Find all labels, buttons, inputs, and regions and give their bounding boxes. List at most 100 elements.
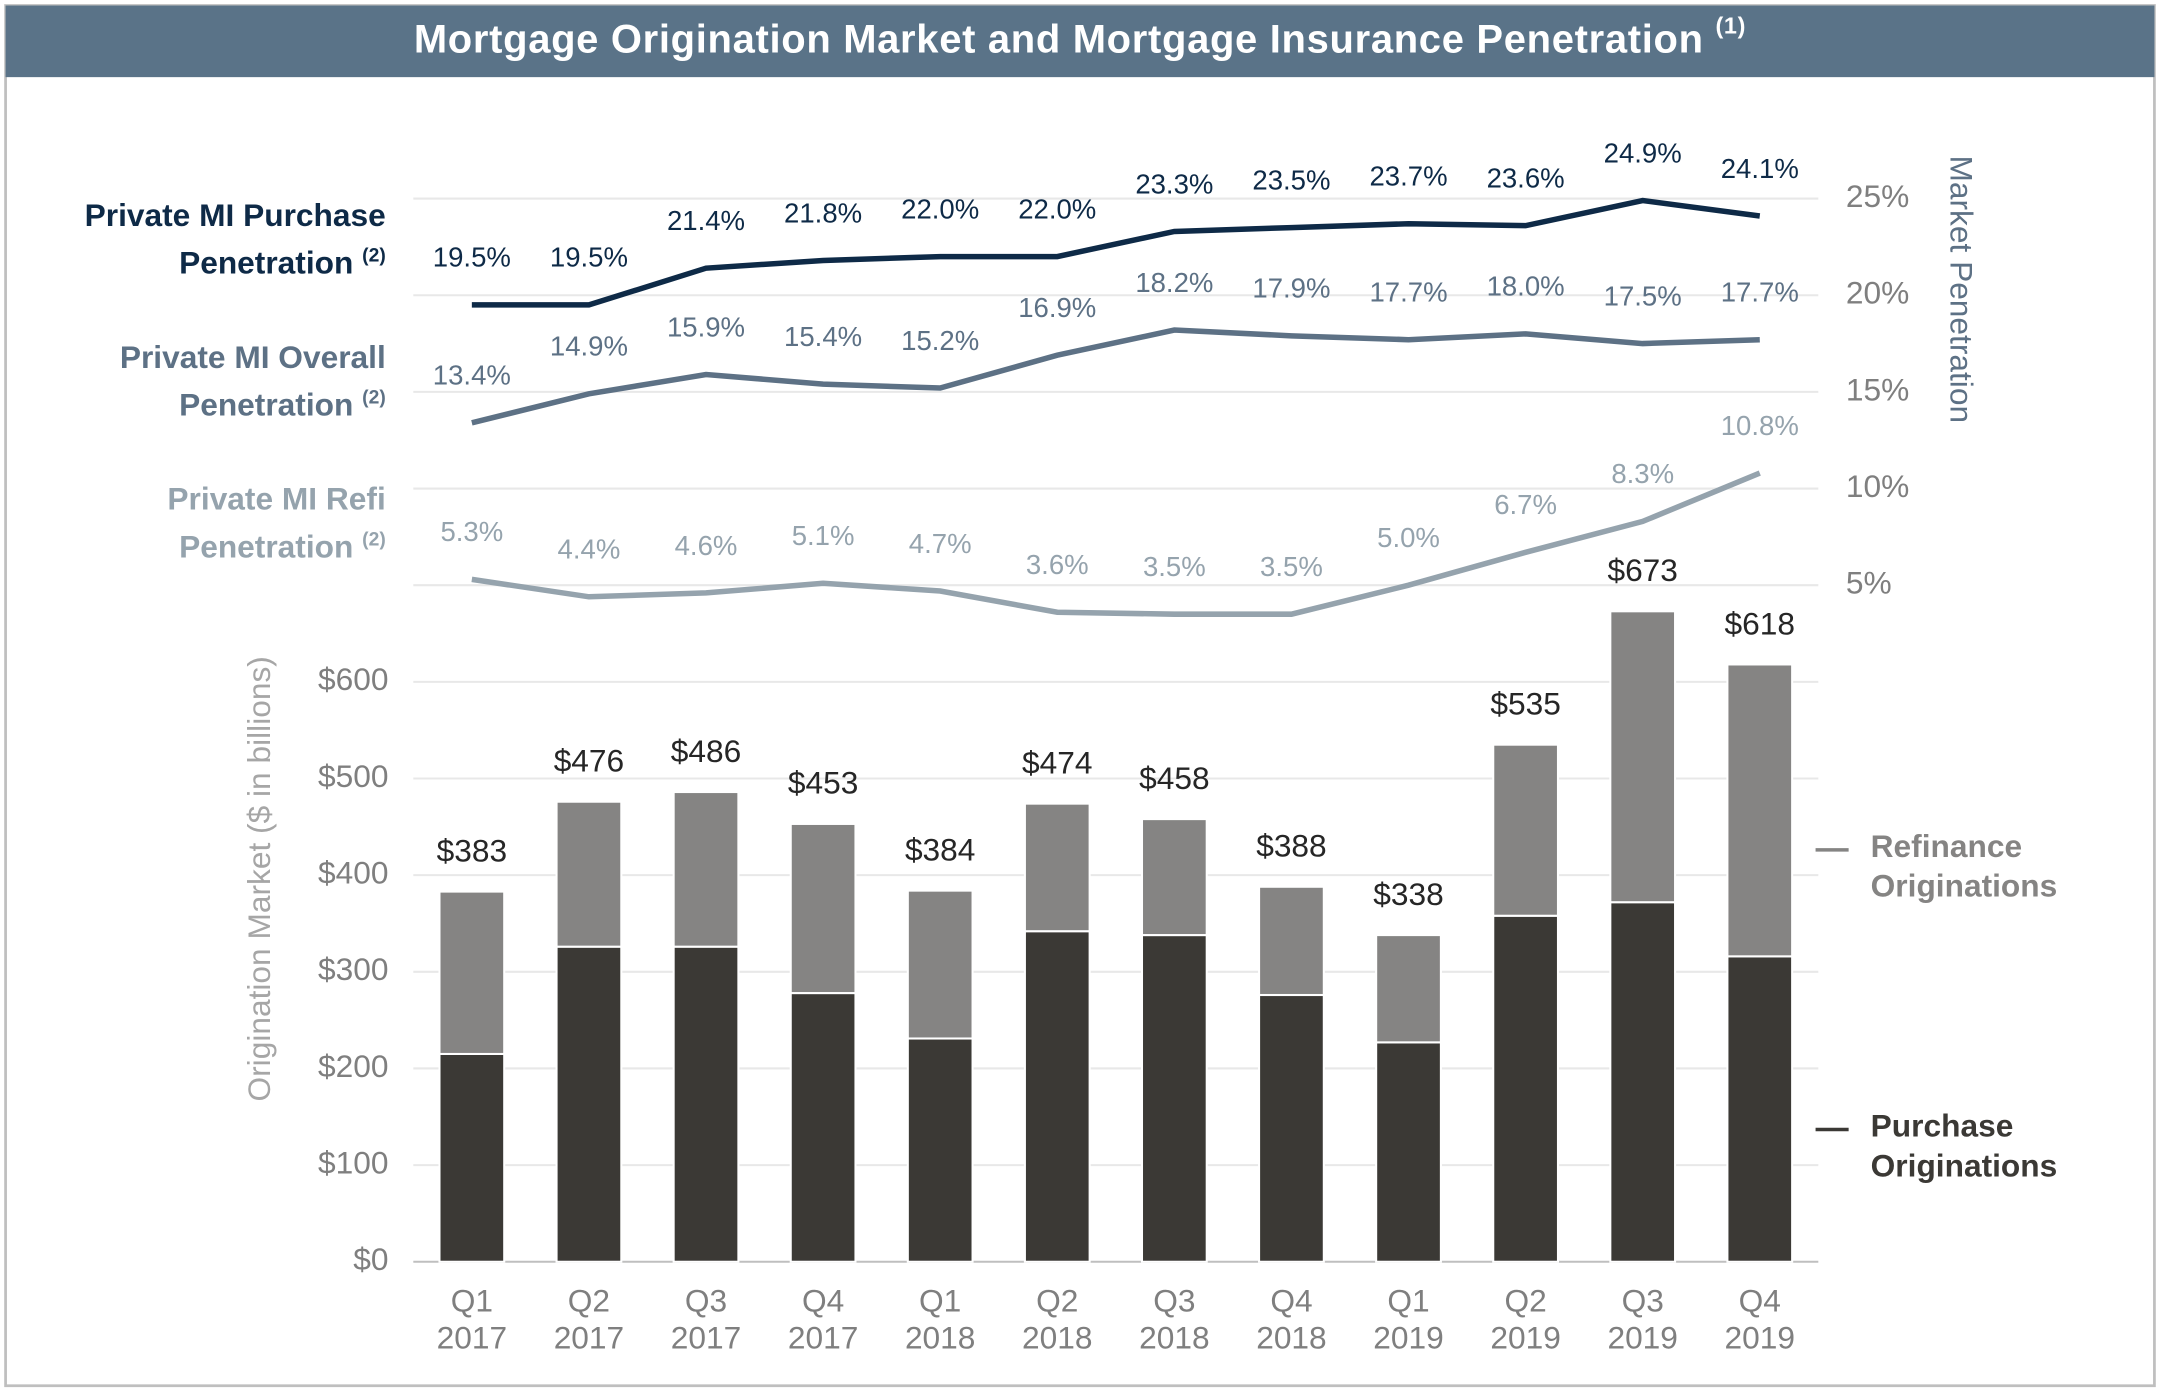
y-tick-label: $600	[318, 661, 388, 697]
x-tick-label: Q3	[1622, 1282, 1664, 1318]
y-tick-label: $200	[318, 1048, 388, 1084]
x-tick-label: 2018	[1139, 1320, 1209, 1356]
data-label: 4.6%	[675, 530, 738, 561]
bar-segment	[789, 822, 857, 995]
legend-label: Private MI Refi Penetration	[167, 480, 386, 565]
x-tick-label: 2017	[437, 1320, 507, 1356]
footnote: (2)	[362, 243, 386, 266]
title-note: (1)	[1715, 13, 1746, 39]
legend-entry-text: Purchase Originations	[1871, 1106, 2119, 1186]
data-label: 15.9%	[667, 311, 745, 342]
data-label: 17.7%	[1721, 277, 1799, 308]
data-label: 5.3%	[440, 516, 503, 547]
data-label: 16.9%	[1018, 292, 1096, 323]
data-label: 4.7%	[909, 528, 972, 559]
x-tick-label: 2019	[1725, 1320, 1795, 1356]
bar-segment	[1492, 914, 1560, 1263]
total-label: $388	[1256, 828, 1326, 864]
x-tick-label: Q4	[1739, 1282, 1781, 1318]
bar-segment	[1023, 930, 1091, 1263]
data-label: 15.4%	[784, 321, 862, 352]
y-tick-label: $100	[318, 1144, 388, 1180]
x-tick-label: Q1	[919, 1282, 961, 1318]
bar-segment	[1258, 885, 1325, 997]
data-label: 21.8%	[784, 197, 862, 228]
total-label: $338	[1373, 876, 1443, 912]
bar-segment	[1726, 955, 1794, 1263]
total-label: $673	[1607, 552, 1677, 588]
total-label: $535	[1490, 685, 1560, 721]
total-label: $476	[554, 743, 624, 779]
y2-tick-label: 20%	[1846, 275, 1909, 311]
data-label: 22.0%	[1018, 193, 1096, 224]
data-label: 8.3%	[1611, 458, 1674, 489]
title-bar	[5, 5, 2155, 78]
data-label: 24.9%	[1604, 137, 1682, 168]
series-label-text: Private MI Purchase Penetration (2)	[41, 196, 386, 284]
bar-segment	[672, 945, 740, 1263]
series-label: Private MI Refi Penetration (2)	[41, 479, 385, 567]
x-tick-label: 2018	[905, 1320, 975, 1356]
data-label: 13.4%	[433, 360, 511, 391]
title-text: Mortgage Origination Market and Mortgage…	[414, 17, 1704, 61]
legend-entry: Refinance Originations	[1871, 826, 2119, 906]
legend-label: Purchase Originations	[1870, 1107, 2058, 1184]
y-tick-label: $500	[318, 758, 388, 794]
data-label: 23.7%	[1369, 161, 1447, 192]
y2-tick-label: 10%	[1846, 468, 1909, 504]
total-label: $453	[788, 765, 858, 801]
bar-segment	[1609, 610, 1677, 904]
bar-segment	[1609, 901, 1677, 1263]
data-label: 23.6%	[1487, 162, 1565, 193]
x-tick-label: Q4	[802, 1282, 844, 1318]
x-tick-label: Q2	[1504, 1282, 1546, 1318]
y2-tick-label: 15%	[1846, 371, 1909, 407]
total-label: $383	[437, 832, 507, 868]
data-label: 3.5%	[1260, 551, 1323, 582]
data-label: 24.1%	[1721, 153, 1799, 184]
y2-tick-label: 25%	[1846, 178, 1909, 214]
bar-segment	[438, 1052, 506, 1263]
x-tick-label: 2017	[788, 1320, 858, 1356]
data-label: 3.6%	[1026, 549, 1089, 580]
data-label: 5.1%	[792, 520, 855, 551]
x-tick-label: Q1	[1387, 1282, 1429, 1318]
x-tick-label: Q3	[1153, 1282, 1195, 1318]
data-label: 4.4%	[558, 534, 621, 565]
y2-axis-title: Market Penetration	[1943, 155, 1979, 423]
y2-tick-label: 5%	[1846, 565, 1892, 601]
bar-segment	[1375, 1041, 1442, 1263]
data-label: 6.7%	[1494, 489, 1557, 520]
footnote: (2)	[362, 385, 386, 408]
legend-entry-text: Refinance Originations	[1871, 826, 2119, 906]
series-label-text: Private MI Overall Penetration (2)	[41, 337, 386, 425]
data-label: 18.2%	[1135, 267, 1213, 298]
bar-segment	[1375, 934, 1442, 1044]
legend-label: Private MI Purchase Penetration	[84, 196, 386, 281]
y-tick-label: $400	[318, 855, 388, 891]
data-label: 10.8%	[1721, 410, 1799, 441]
bar-segment	[1726, 663, 1794, 958]
y-tick-label: $0	[353, 1241, 388, 1277]
data-label: 17.7%	[1369, 277, 1447, 308]
x-tick-label: 2019	[1607, 1320, 1677, 1356]
bar-segment	[555, 945, 623, 1263]
bar-segment	[906, 889, 974, 1040]
bar-segment	[1140, 818, 1208, 937]
x-tick-label: 2019	[1490, 1320, 1560, 1356]
chart-title: Mortgage Origination Market and Mortgage…	[414, 13, 1746, 61]
bar-segment	[906, 1037, 974, 1263]
data-label: 18.0%	[1487, 271, 1565, 302]
total-label: $384	[905, 831, 975, 867]
x-tick-label: 2019	[1373, 1320, 1443, 1356]
bar-segment	[438, 890, 506, 1055]
bar-segment	[1492, 743, 1560, 917]
data-label: 19.5%	[550, 242, 628, 273]
line	[471, 197, 1761, 308]
line	[471, 470, 1761, 617]
x-tick-label: Q3	[685, 1282, 727, 1318]
data-label: 21.4%	[667, 205, 745, 236]
bar-segment	[1140, 934, 1208, 1263]
series-label-text: Private MI Refi Penetration (2)	[41, 479, 385, 567]
